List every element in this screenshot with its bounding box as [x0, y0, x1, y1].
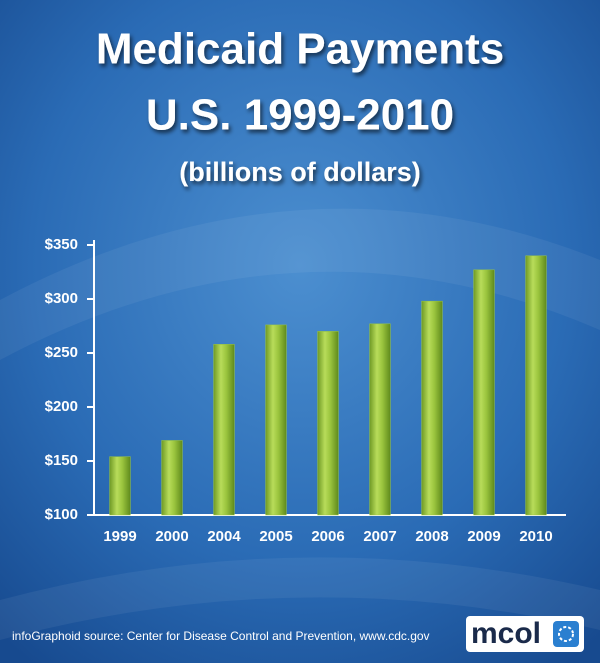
- bar: [369, 323, 391, 516]
- x-tick-label: 2007: [363, 528, 396, 545]
- y-tick-label: $250: [45, 344, 78, 361]
- y-tick-label: $200: [45, 398, 78, 415]
- y-tick-label: $300: [45, 290, 78, 307]
- bar: [161, 440, 183, 516]
- source: infoGraphoid source: Center for Disease …: [12, 629, 430, 643]
- bar: [525, 255, 547, 516]
- bar: [109, 456, 131, 516]
- chart-title: Medicaid Payments: [96, 25, 504, 74]
- logo-icon: [553, 621, 579, 647]
- y-tick-label: $350: [45, 236, 78, 253]
- x-tick-label: 2004: [207, 528, 241, 545]
- x-tick-label: 2009: [467, 528, 500, 545]
- bar: [265, 324, 287, 516]
- decor: [0, 208, 600, 360]
- x-tick-label: 2010: [519, 528, 552, 545]
- x-tick-label: 2000: [155, 528, 188, 545]
- unit-label: (billions of dollars): [179, 157, 421, 187]
- x-tick-label: 2008: [415, 528, 448, 545]
- chart-subtitle: U.S. 1999-2010: [146, 91, 454, 140]
- y-tick-label: $100: [45, 506, 78, 523]
- bar: [473, 269, 495, 516]
- decor: [0, 557, 600, 640]
- bar: [213, 344, 235, 516]
- logo: mcol: [471, 617, 541, 650]
- x-tick-label: 2005: [259, 528, 292, 545]
- bar: [317, 331, 339, 516]
- x-tick-label: 2006: [311, 528, 344, 545]
- y-tick-label: $150: [45, 452, 78, 469]
- x-tick-label: 1999: [103, 528, 136, 545]
- bar: [421, 300, 443, 516]
- logo-icon-mark: [558, 626, 574, 642]
